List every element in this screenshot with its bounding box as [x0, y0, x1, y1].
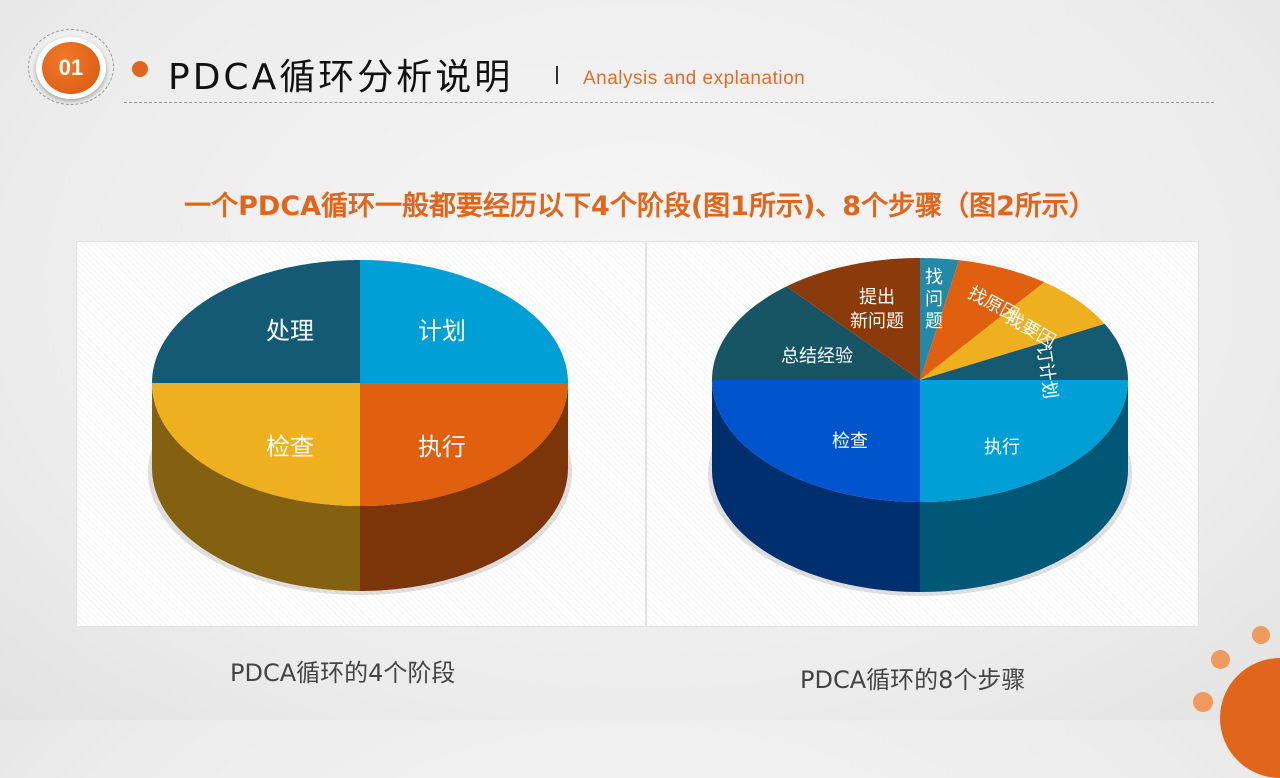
- pie-slice-检查: [712, 380, 920, 502]
- pie-slice-执行: [360, 383, 568, 506]
- section-badge: 01: [36, 37, 106, 99]
- pie-label: 处理: [266, 317, 314, 345]
- pie-slice-找原因: [920, 260, 1045, 380]
- pie-slice-总结经验: [712, 286, 920, 380]
- headline: 一个PDCA循环一般都要经历以下4个阶段(图1所示)、8个步骤（图2所示）: [184, 191, 1096, 222]
- pie-slice-计划: [360, 260, 568, 383]
- pie-label: 执行: [418, 433, 466, 461]
- header-divider: [124, 102, 1214, 103]
- page-title: PDCA循环分析说明: [168, 57, 514, 98]
- chart-1-caption: PDCA循环的4个阶段: [230, 659, 456, 687]
- pie-slice-执行: [920, 380, 1128, 502]
- pie-slice-找问题: [920, 258, 959, 380]
- pie-label: 总结经验: [781, 346, 853, 367]
- decor-circle: [1193, 692, 1213, 712]
- decor-circle: [1252, 626, 1270, 644]
- pie-label: 检查: [832, 431, 868, 452]
- pie-slice-提出新问题: [786, 258, 920, 380]
- page-subtitle: Analysis and explanation: [583, 68, 806, 89]
- pie-slice-处理: [152, 260, 360, 383]
- pie-slice-找要因: [920, 282, 1105, 380]
- pie-side-执行: [920, 380, 1128, 592]
- pie-label: 检查: [266, 433, 314, 461]
- bullet-dot: [132, 61, 148, 77]
- section-number: 01: [42, 42, 100, 94]
- decor-circle: [1211, 650, 1230, 669]
- pie-slice-订计划: [920, 323, 1128, 380]
- chart-2-caption: PDCA循环的8个步骤: [800, 666, 1026, 694]
- pie-label: 找问题: [925, 267, 943, 332]
- pie-side-执行: [360, 383, 568, 591]
- pie-slice-检查: [152, 383, 360, 506]
- pie-side-检查: [712, 380, 920, 592]
- pie-side-检查: [152, 383, 360, 591]
- pie-label: 计划: [418, 317, 466, 345]
- pie-label: 执行: [984, 437, 1020, 458]
- title-separator: [556, 66, 558, 84]
- pie-label: 提出新问题: [850, 287, 904, 332]
